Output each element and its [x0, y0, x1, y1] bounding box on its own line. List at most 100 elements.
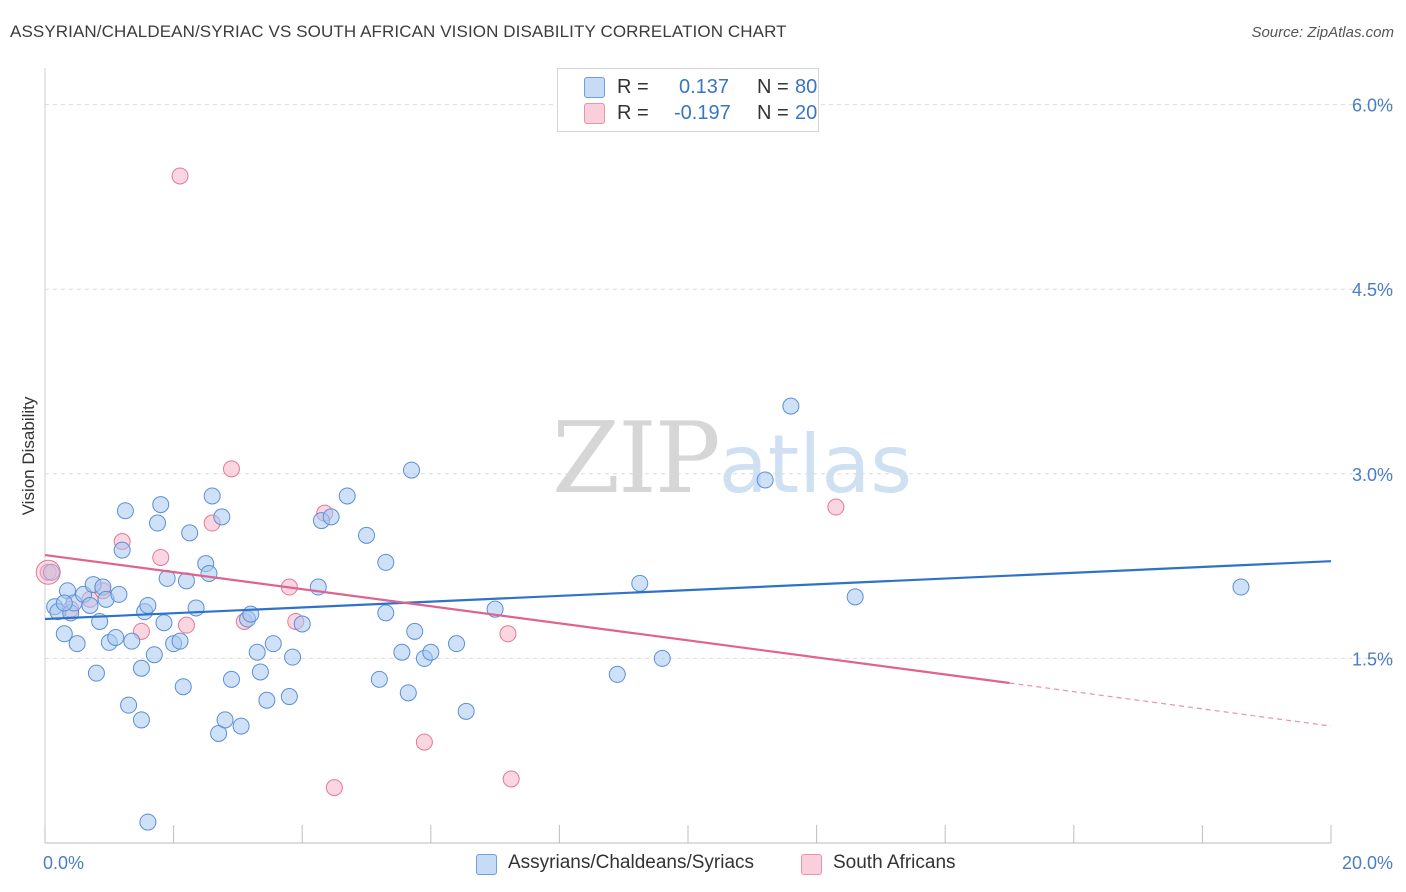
point-south-africans [152, 548, 170, 566]
grid-lines [45, 104, 1395, 659]
legend-r-value: -0.197 [674, 102, 731, 124]
point-assyrians [123, 632, 141, 650]
point-south-africans [499, 625, 517, 643]
trend-line-south-africans [44, 553, 1010, 685]
point-south-africans [827, 498, 845, 516]
x-tick-label: 0.0% [43, 853, 84, 873]
point-south-africans [325, 779, 343, 797]
point-assyrians [155, 614, 173, 632]
point-south-africans [415, 733, 433, 751]
data-points [35, 167, 1250, 831]
point-south-africans [177, 616, 195, 634]
legend-r-label: R = [617, 102, 649, 124]
point-assyrians [846, 588, 864, 606]
tick-labels: 1.5% 3.0% 4.5% 6.0% 0.0% 20.0% [43, 96, 1393, 873]
point-assyrians [181, 524, 199, 542]
y-tick-label: 6.0% [1352, 96, 1393, 116]
point-assyrians [338, 487, 356, 505]
point-assyrians [174, 678, 192, 696]
point-assyrians [145, 646, 163, 664]
legend-r-value: 0.137 [679, 76, 730, 98]
trend-line-south-africans-extension [1009, 682, 1332, 727]
point-assyrians [110, 585, 128, 603]
watermark-zip: ZIP [552, 402, 721, 516]
point-assyrians [116, 502, 134, 520]
bottom-legend-swatch-blue [476, 854, 497, 875]
point-assyrians [251, 663, 269, 681]
trend-lines [44, 553, 1332, 727]
point-assyrians [377, 604, 395, 622]
point-assyrians [653, 649, 671, 667]
point-assyrians [284, 648, 302, 666]
point-assyrians [422, 643, 440, 661]
point-assyrians [377, 553, 395, 571]
legend-swatch-pink [584, 103, 605, 124]
y-tick-label: 4.5% [1352, 280, 1393, 300]
point-south-africans [171, 167, 189, 185]
point-south-africans [222, 460, 240, 478]
point-assyrians [55, 594, 73, 612]
point-assyrians [457, 702, 475, 720]
point-assyrians [358, 526, 375, 544]
point-assyrians [293, 615, 311, 633]
legend-n-value: 80 [795, 76, 818, 98]
stats-legend: R = 0.137 N = 80 R = -0.197 N = 20 [557, 68, 819, 132]
point-assyrians [132, 711, 150, 729]
source-credit: Source: ZipAtlas.com [1251, 24, 1394, 41]
legend-r-label: R = [617, 76, 649, 98]
point-assyrians [448, 635, 466, 653]
point-assyrians [756, 471, 774, 489]
point-assyrians [370, 670, 388, 688]
point-assyrians [81, 596, 99, 614]
point-assyrians [232, 717, 250, 735]
point-assyrians [55, 625, 73, 643]
point-assyrians [258, 691, 276, 709]
point-assyrians [608, 665, 626, 683]
point-assyrians [200, 564, 218, 582]
bottom-legend-swatch-pink [801, 854, 822, 875]
point-assyrians [113, 541, 131, 559]
point-assyrians [120, 696, 138, 714]
point-assyrians [1232, 578, 1250, 596]
legend-n-label: N = [757, 76, 789, 98]
point-assyrians [222, 670, 240, 688]
point-assyrians [216, 711, 234, 729]
point-south-africans [502, 770, 520, 788]
legend-swatch-blue [584, 77, 605, 98]
point-assyrians [203, 487, 221, 505]
point-assyrians [213, 508, 231, 526]
point-assyrians [248, 643, 266, 661]
point-assyrians [631, 574, 649, 592]
axes [44, 68, 1332, 844]
point-assyrians [403, 461, 421, 479]
bottom-legend-label: South Africans [833, 852, 956, 873]
legend-n-value: 20 [795, 102, 818, 124]
point-south-africans-large [35, 559, 61, 585]
point-assyrians [393, 643, 411, 661]
point-assyrians [132, 659, 150, 677]
point-assyrians [68, 635, 86, 653]
y-tick-label: 1.5% [1352, 649, 1393, 669]
point-assyrians [139, 596, 157, 614]
point-assyrians [139, 813, 157, 831]
x-tick-label: 20.0% [1342, 853, 1393, 873]
point-assyrians [42, 563, 60, 581]
point-assyrians [87, 664, 105, 682]
point-assyrians [171, 632, 189, 650]
point-assyrians [152, 496, 170, 514]
y-axis-label: Vision Disability [19, 396, 38, 515]
trend-line-assyrians [44, 560, 1332, 621]
point-assyrians [399, 684, 417, 702]
point-assyrians [149, 514, 167, 532]
point-assyrians [107, 628, 125, 646]
point-assyrians [322, 508, 340, 526]
point-assyrians [280, 688, 298, 706]
point-assyrians [406, 622, 424, 640]
legend-n-label: N = [757, 102, 789, 124]
watermark: ZIPatlas [552, 402, 912, 516]
bottom-legend-label: Assyrians/Chaldeans/Syriacs [508, 852, 755, 873]
chart-title: ASSYRIAN/CHALDEAN/SYRIAC VS SOUTH AFRICA… [10, 22, 787, 41]
point-assyrians [782, 397, 800, 415]
y-tick-label: 3.0% [1352, 465, 1393, 485]
